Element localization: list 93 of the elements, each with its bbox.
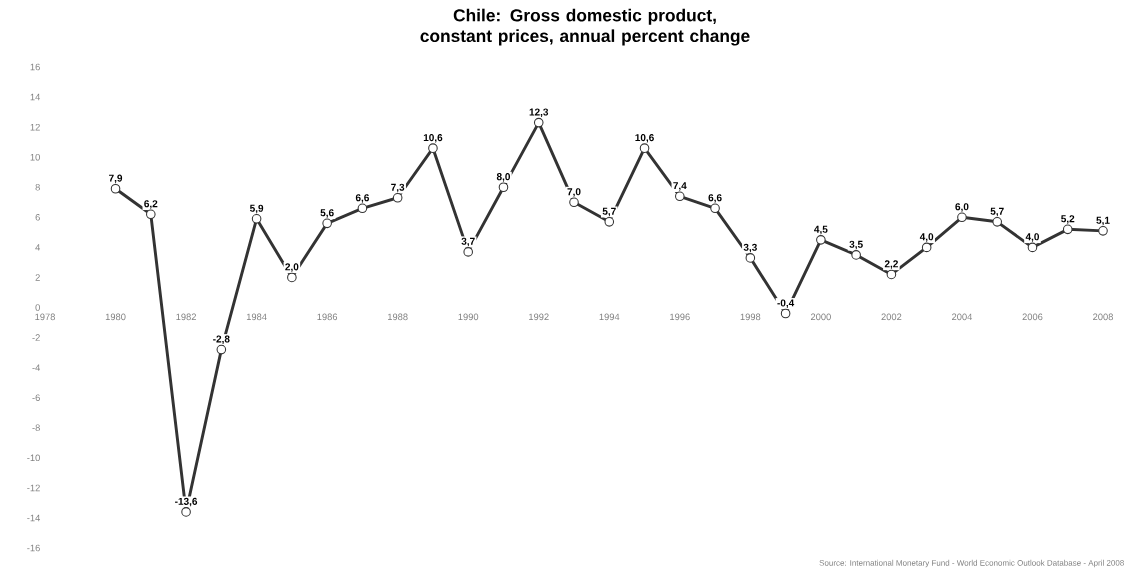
data-label: 8,0 — [496, 173, 511, 182]
y-tick-label: 14 — [30, 93, 41, 101]
point — [533, 117, 544, 128]
point — [1027, 242, 1038, 253]
point — [780, 308, 791, 319]
point — [1098, 226, 1108, 236]
point — [639, 143, 650, 153]
data-label: 4,0 — [919, 233, 934, 242]
point — [216, 344, 227, 355]
point — [392, 192, 403, 203]
data-label: 10,6 — [423, 134, 443, 143]
y-tick-label: -6 — [32, 394, 40, 401]
x-tick-label: 2008 — [1093, 313, 1113, 321]
data-label: 5,6 — [320, 209, 334, 218]
x-tick-label: 1992 — [529, 313, 549, 321]
data-label: 5,7 — [990, 207, 1004, 217]
data-label: 10,6 — [635, 134, 654, 143]
chart-title: Chile: Gross domestic product, constant prices, annual percent change — [420, 8, 750, 46]
source-note: Source: International Monetary Fund - World Economic Outlook Database - April 2008 — [819, 559, 1124, 568]
point — [851, 250, 861, 260]
y-tick-label: -4 — [32, 364, 41, 371]
point — [357, 203, 368, 214]
x-tick-label: 1980 — [105, 313, 126, 321]
data-label: 7,0 — [567, 188, 581, 197]
point — [745, 253, 756, 263]
data-label: 7,9 — [109, 174, 123, 184]
point — [1062, 224, 1073, 235]
x-tick-label: 1984 — [246, 313, 267, 321]
x-tick-label: 1982 — [176, 313, 196, 321]
y-tick-label: 2 — [35, 274, 40, 281]
point — [428, 143, 438, 153]
data-label: -13,6 — [175, 497, 198, 507]
data-label: 6,0 — [955, 203, 969, 212]
x-tick-label: 2002 — [881, 313, 902, 321]
y-tick-label: 12 — [30, 123, 40, 131]
point — [886, 269, 897, 280]
x-tick-label: 1988 — [388, 313, 408, 321]
data-label: 5,7 — [602, 207, 616, 217]
x-tick-label: 1978 — [35, 313, 55, 321]
data-label: 2,2 — [884, 260, 898, 269]
point — [569, 197, 579, 208]
point — [498, 182, 509, 193]
y-tick-label: -12 — [27, 484, 40, 492]
point — [287, 272, 297, 283]
point — [816, 235, 826, 245]
y-tick-label: 10 — [30, 153, 40, 161]
y-tick-label: 0 — [35, 304, 40, 311]
point — [463, 247, 474, 257]
data-label: 4,0 — [1025, 233, 1040, 242]
x-tick-label: 2000 — [810, 313, 831, 321]
point — [251, 214, 262, 224]
y-tick-label: 8 — [35, 183, 40, 191]
point — [675, 191, 685, 202]
x-tick-label: 2006 — [1022, 313, 1043, 321]
y-tick-label: -8 — [32, 424, 40, 432]
point — [921, 242, 932, 253]
data-label: 6,2 — [144, 200, 158, 209]
point — [146, 209, 156, 220]
x-tick-label: 2004 — [952, 313, 973, 321]
y-tick-label: 6 — [35, 214, 40, 221]
x-tick-label: 1986 — [317, 313, 338, 321]
data-label: 6,6 — [355, 194, 369, 203]
y-tick-label: -2 — [32, 334, 40, 341]
data-label: 7,4 — [673, 182, 687, 191]
data-label: 12,3 — [529, 108, 549, 118]
data-label: -0,4 — [777, 299, 795, 308]
point — [604, 217, 615, 227]
x-tick-label: 1996 — [670, 313, 690, 321]
point — [992, 217, 1003, 227]
x-tick-label: 1990 — [458, 313, 479, 321]
x-tick-label: 1994 — [599, 313, 620, 321]
data-label: 3,7 — [461, 237, 475, 247]
data-label: 4,5 — [814, 225, 828, 235]
point — [181, 507, 191, 517]
y-tick-label: -14 — [27, 514, 41, 522]
point — [322, 218, 332, 229]
y-tick-label: 4 — [35, 244, 41, 251]
data-label: 6,6 — [708, 194, 722, 203]
point — [710, 203, 720, 214]
y-tick-label: -10 — [27, 454, 40, 462]
data-label: 5,1 — [1096, 216, 1110, 226]
point — [110, 183, 121, 194]
data-label: 3,5 — [849, 240, 863, 250]
data-label: 5,9 — [249, 204, 264, 214]
data-label: 5,2 — [1061, 215, 1075, 224]
x-tick-label: 1998 — [740, 313, 761, 321]
y-tick-label: -16 — [27, 544, 40, 552]
data-label: -2,8 — [213, 335, 230, 344]
data-label: 3,3 — [743, 243, 757, 253]
data-label: 7,3 — [391, 183, 405, 193]
point — [957, 212, 967, 223]
y-tick-label: 16 — [30, 63, 40, 71]
data-label: 2,0 — [285, 263, 299, 272]
